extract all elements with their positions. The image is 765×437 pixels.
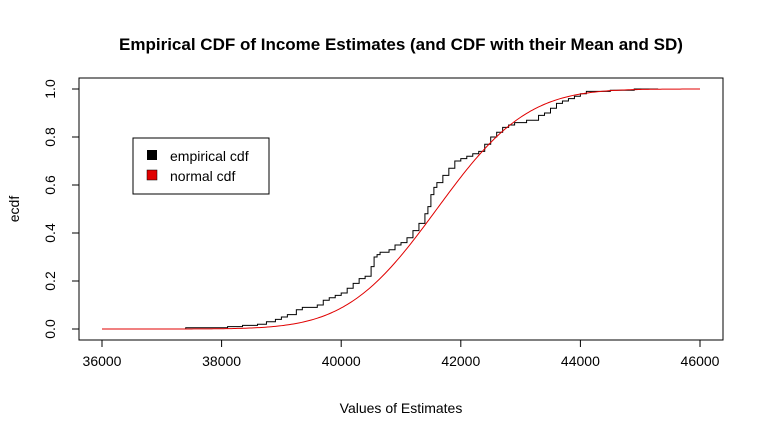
y-axis: 0.0 0.2 0.4 0.6 0.8 1.0: [42, 79, 80, 339]
y-tick-label: 0.4: [42, 223, 58, 243]
y-tick-label: 0.6: [42, 175, 58, 195]
x-tick-label: 36000: [83, 353, 122, 369]
x-axis-label: Values of Estimates: [340, 400, 463, 416]
x-axis: 36000 38000 40000 42000 44000 46000: [83, 339, 720, 369]
legend-box: [132, 137, 270, 195]
legend-label-empirical: empirical cdf: [170, 148, 249, 164]
y-tick-label: 1.0: [42, 79, 58, 99]
y-axis-label: ecdf: [6, 196, 22, 223]
plot-frame: [78, 77, 724, 341]
y-tick-label: 0.2: [42, 271, 58, 291]
empirical-cdf-line: [185, 88, 659, 329]
legend: empirical cdf normal cdf: [132, 137, 270, 195]
series-layer: [102, 88, 701, 330]
normal-cdf-line: [102, 88, 701, 330]
y-tick-label: 0.8: [42, 127, 58, 147]
x-tick-label: 38000: [202, 353, 241, 369]
x-tick-label: 46000: [681, 353, 720, 369]
y-tick-label: 0.0: [42, 319, 58, 339]
legend-label-normal: normal cdf: [170, 168, 235, 184]
x-tick-label: 40000: [322, 353, 361, 369]
x-tick-label: 42000: [441, 353, 480, 369]
legend-swatch-empirical: [147, 150, 157, 160]
x-tick-label: 44000: [561, 353, 600, 369]
legend-swatch-normal: [146, 169, 158, 181]
chart-title: Empirical CDF of Income Estimates (and C…: [119, 35, 683, 54]
